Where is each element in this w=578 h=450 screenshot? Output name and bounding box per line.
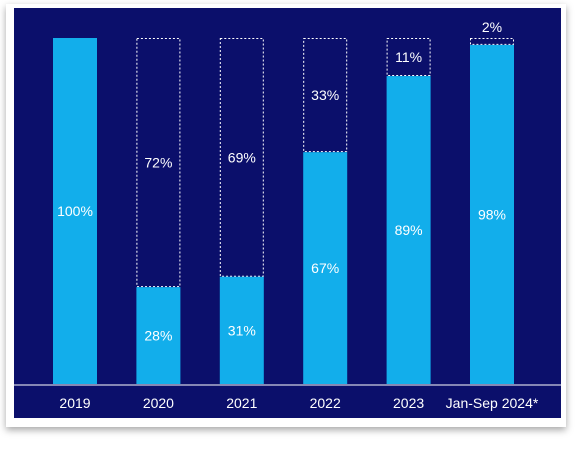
bar-jan-sep-2024-remainder-label: 2% [482,19,502,35]
bar-2021-filled [219,276,264,384]
bar-2023-remainder-label: 11% [395,49,422,65]
chart-frame: 100% 28% 72% 31% 69% 67% 33% 89% 11% 98% 2% 2019 20… [6,4,566,427]
bar-2019-filled [53,38,97,384]
x-tick-labels: 2019 2020 2021 2022 2023 Jan-Sep 2024* [59,395,538,411]
bar-2022-filled-label: 67% [311,260,339,276]
bar-2021-remainder [219,38,264,277]
x-tick-label-2019: 2019 [59,395,90,411]
bar-2021-remainder-label: 69% [228,149,256,165]
x-tick-label-2023: 2023 [393,395,424,411]
bar-2022-remainder [303,38,348,153]
bar-2022-remainder-label: 33% [311,87,339,103]
x-tick-label-2022: 2022 [310,395,341,411]
bar-2021-filled-label: 31% [228,322,256,338]
x-tick-label-jan-sep-2024: Jan-Sep 2024* [446,395,539,411]
bar-2023-remainder [386,38,431,77]
bar-2020-filled [136,287,181,384]
chart-background [14,8,561,418]
bar-2023-filled [386,76,431,384]
bar-2019-filled-label: 100% [57,203,93,219]
x-tick-label-2021: 2021 [226,395,257,411]
bar-2023-filled-label: 89% [395,222,423,238]
bar-2020-filled-label: 28% [144,328,172,344]
bar-chart: 100%28%72%31%69%67%33%89%11%98%2% 2019 20… [14,8,561,418]
bar-2022-filled [303,152,348,384]
labels-group: 100% 28% 72% 31% 69% 67% 33% 89% 11% 98% 2% [57,19,506,344]
bar-jan-sep-2024-filled [470,44,514,385]
bar-2020-remainder [136,38,181,288]
bar-jan-sep-2024-remainder [470,38,514,45]
bars-group [53,38,514,385]
bar-2020-remainder-label: 72% [144,155,172,171]
x-tick-label-2020: 2020 [143,395,174,411]
bar-jan-sep-2024-filled-label: 98% [478,206,506,222]
